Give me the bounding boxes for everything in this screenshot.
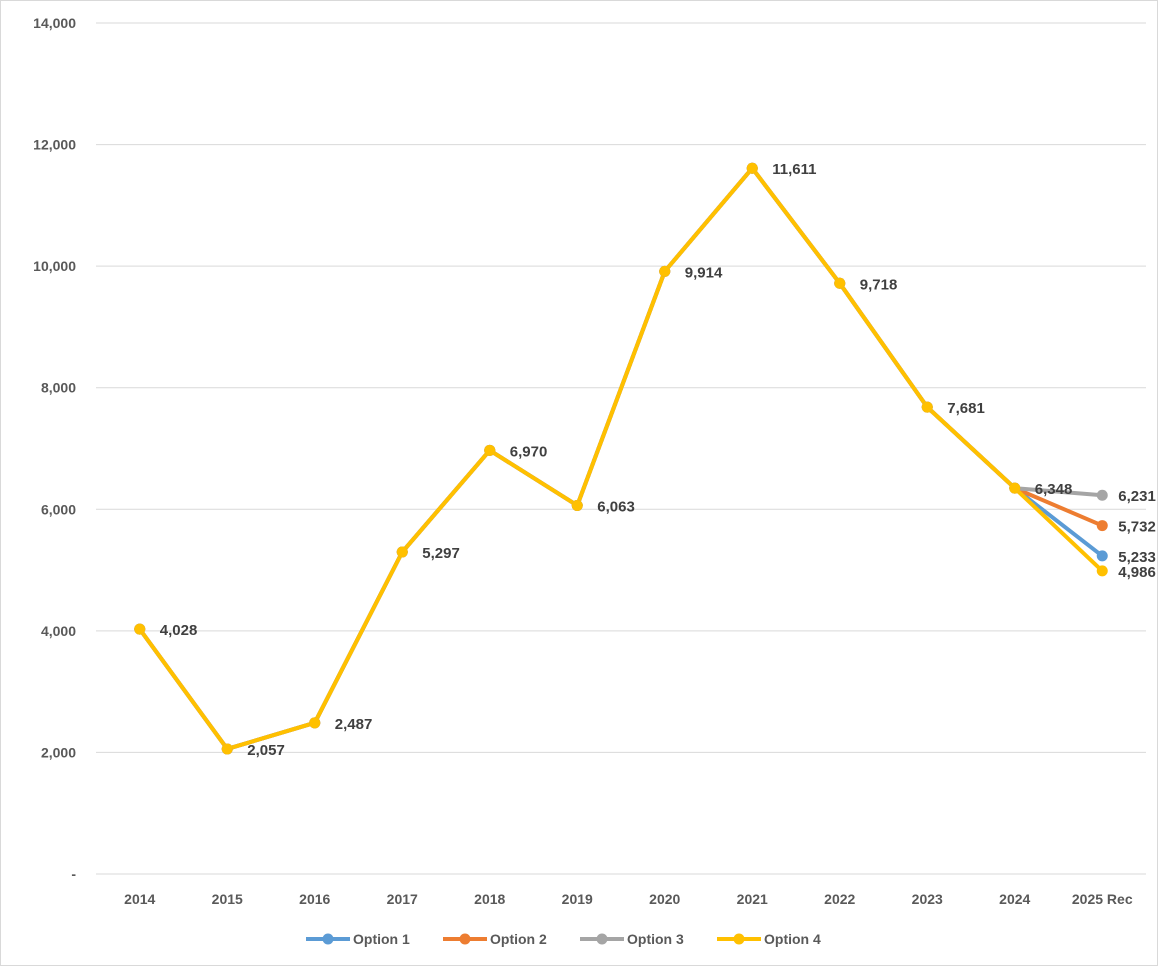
data-point-option-4 (1009, 482, 1021, 494)
data-label: 7,681 (947, 400, 985, 417)
legend: Option 1 Option 2 Option 3 Option 4 (306, 931, 821, 947)
x-tick-label: 2019 (562, 891, 593, 907)
data-point-option-4 (309, 717, 321, 729)
x-tick-label: 2021 (737, 891, 768, 907)
legend-label-option-3: Option 3 (627, 931, 684, 947)
data-point-option-4 (659, 265, 671, 277)
series-line-option-2 (137, 166, 1105, 751)
y-axis-tick-labels: - 2,000 4,000 6,000 8,000 10,000 12,000 14,000 (33, 15, 76, 882)
x-tick-label: 2020 (649, 891, 680, 907)
y-tick-label: 4,000 (41, 623, 76, 639)
data-label: 6,348 (1035, 481, 1073, 498)
data-point-option-2 (1096, 520, 1108, 532)
x-tick-label: 2022 (824, 891, 855, 907)
legend-label-option-4: Option 4 (764, 931, 821, 947)
data-point-option-4 (484, 444, 496, 456)
data-point-option-4 (834, 277, 846, 289)
x-tick-label: 2016 (299, 891, 330, 907)
data-label: 5,297 (422, 545, 460, 562)
series-line-option-3 (137, 166, 1105, 751)
y-tick-label: 10,000 (33, 258, 76, 274)
y-tick-label: - (71, 866, 76, 882)
data-point-option-4 (1096, 565, 1108, 577)
data-point-option-1 (1096, 550, 1108, 562)
x-tick-label: 2025 Rec (1072, 891, 1133, 907)
x-tick-label: 2017 (387, 891, 418, 907)
data-point-option-4 (921, 401, 933, 413)
x-tick-label: 2024 (999, 891, 1030, 907)
data-point-option-4 (221, 743, 233, 755)
legend-marker-option-4 (733, 933, 745, 945)
data-point-option-4 (396, 546, 408, 558)
legend-marker-option-2 (459, 933, 471, 945)
series-line-option-4 (137, 166, 1105, 751)
data-point-option-4 (571, 499, 583, 511)
data-label: 6,063 (597, 498, 635, 515)
legend-label-option-2: Option 2 (490, 931, 547, 947)
legend-marker-option-3 (596, 933, 608, 945)
data-label: 2,057 (247, 742, 285, 759)
data-label: 2,487 (335, 716, 373, 733)
data-label: 9,914 (685, 264, 723, 281)
legend-label-option-1: Option 1 (353, 931, 410, 947)
x-tick-label: 2018 (474, 891, 505, 907)
series-line-option-1 (137, 166, 1105, 751)
x-axis-tick-labels: 2014 2015 2016 2017 2018 2019 2020 2021 2022 2023… (124, 891, 1133, 907)
y-tick-label: 6,000 (41, 501, 76, 517)
data-point-option-3 (1096, 489, 1108, 501)
series-markers (134, 162, 1108, 755)
x-tick-label: 2015 (212, 891, 243, 907)
series-lines (137, 166, 1105, 751)
data-label: 6,970 (510, 443, 548, 460)
y-tick-label: 14,000 (33, 15, 76, 31)
end-label-option-4: 4,986 (1118, 564, 1156, 581)
end-label-option-1: 5,233 (1118, 549, 1156, 566)
data-label: 11,611 (772, 161, 816, 178)
y-tick-label: 2,000 (41, 744, 76, 760)
data-labels: 4,028 2,057 2,487 5,297 6,970 6,063 9,914 11,61… (160, 161, 1156, 759)
x-tick-label: 2014 (124, 891, 155, 907)
end-label-option-3: 6,231 (1118, 488, 1156, 505)
data-label: 4,028 (160, 622, 198, 639)
data-point-option-4 (134, 623, 146, 635)
data-label: 9,718 (860, 276, 898, 293)
data-point-option-4 (746, 162, 758, 174)
x-tick-label: 2023 (912, 891, 943, 907)
y-tick-label: 12,000 (33, 137, 76, 153)
end-label-option-2: 5,732 (1118, 519, 1156, 536)
y-tick-label: 8,000 (41, 380, 76, 396)
legend-marker-option-1 (322, 933, 334, 945)
